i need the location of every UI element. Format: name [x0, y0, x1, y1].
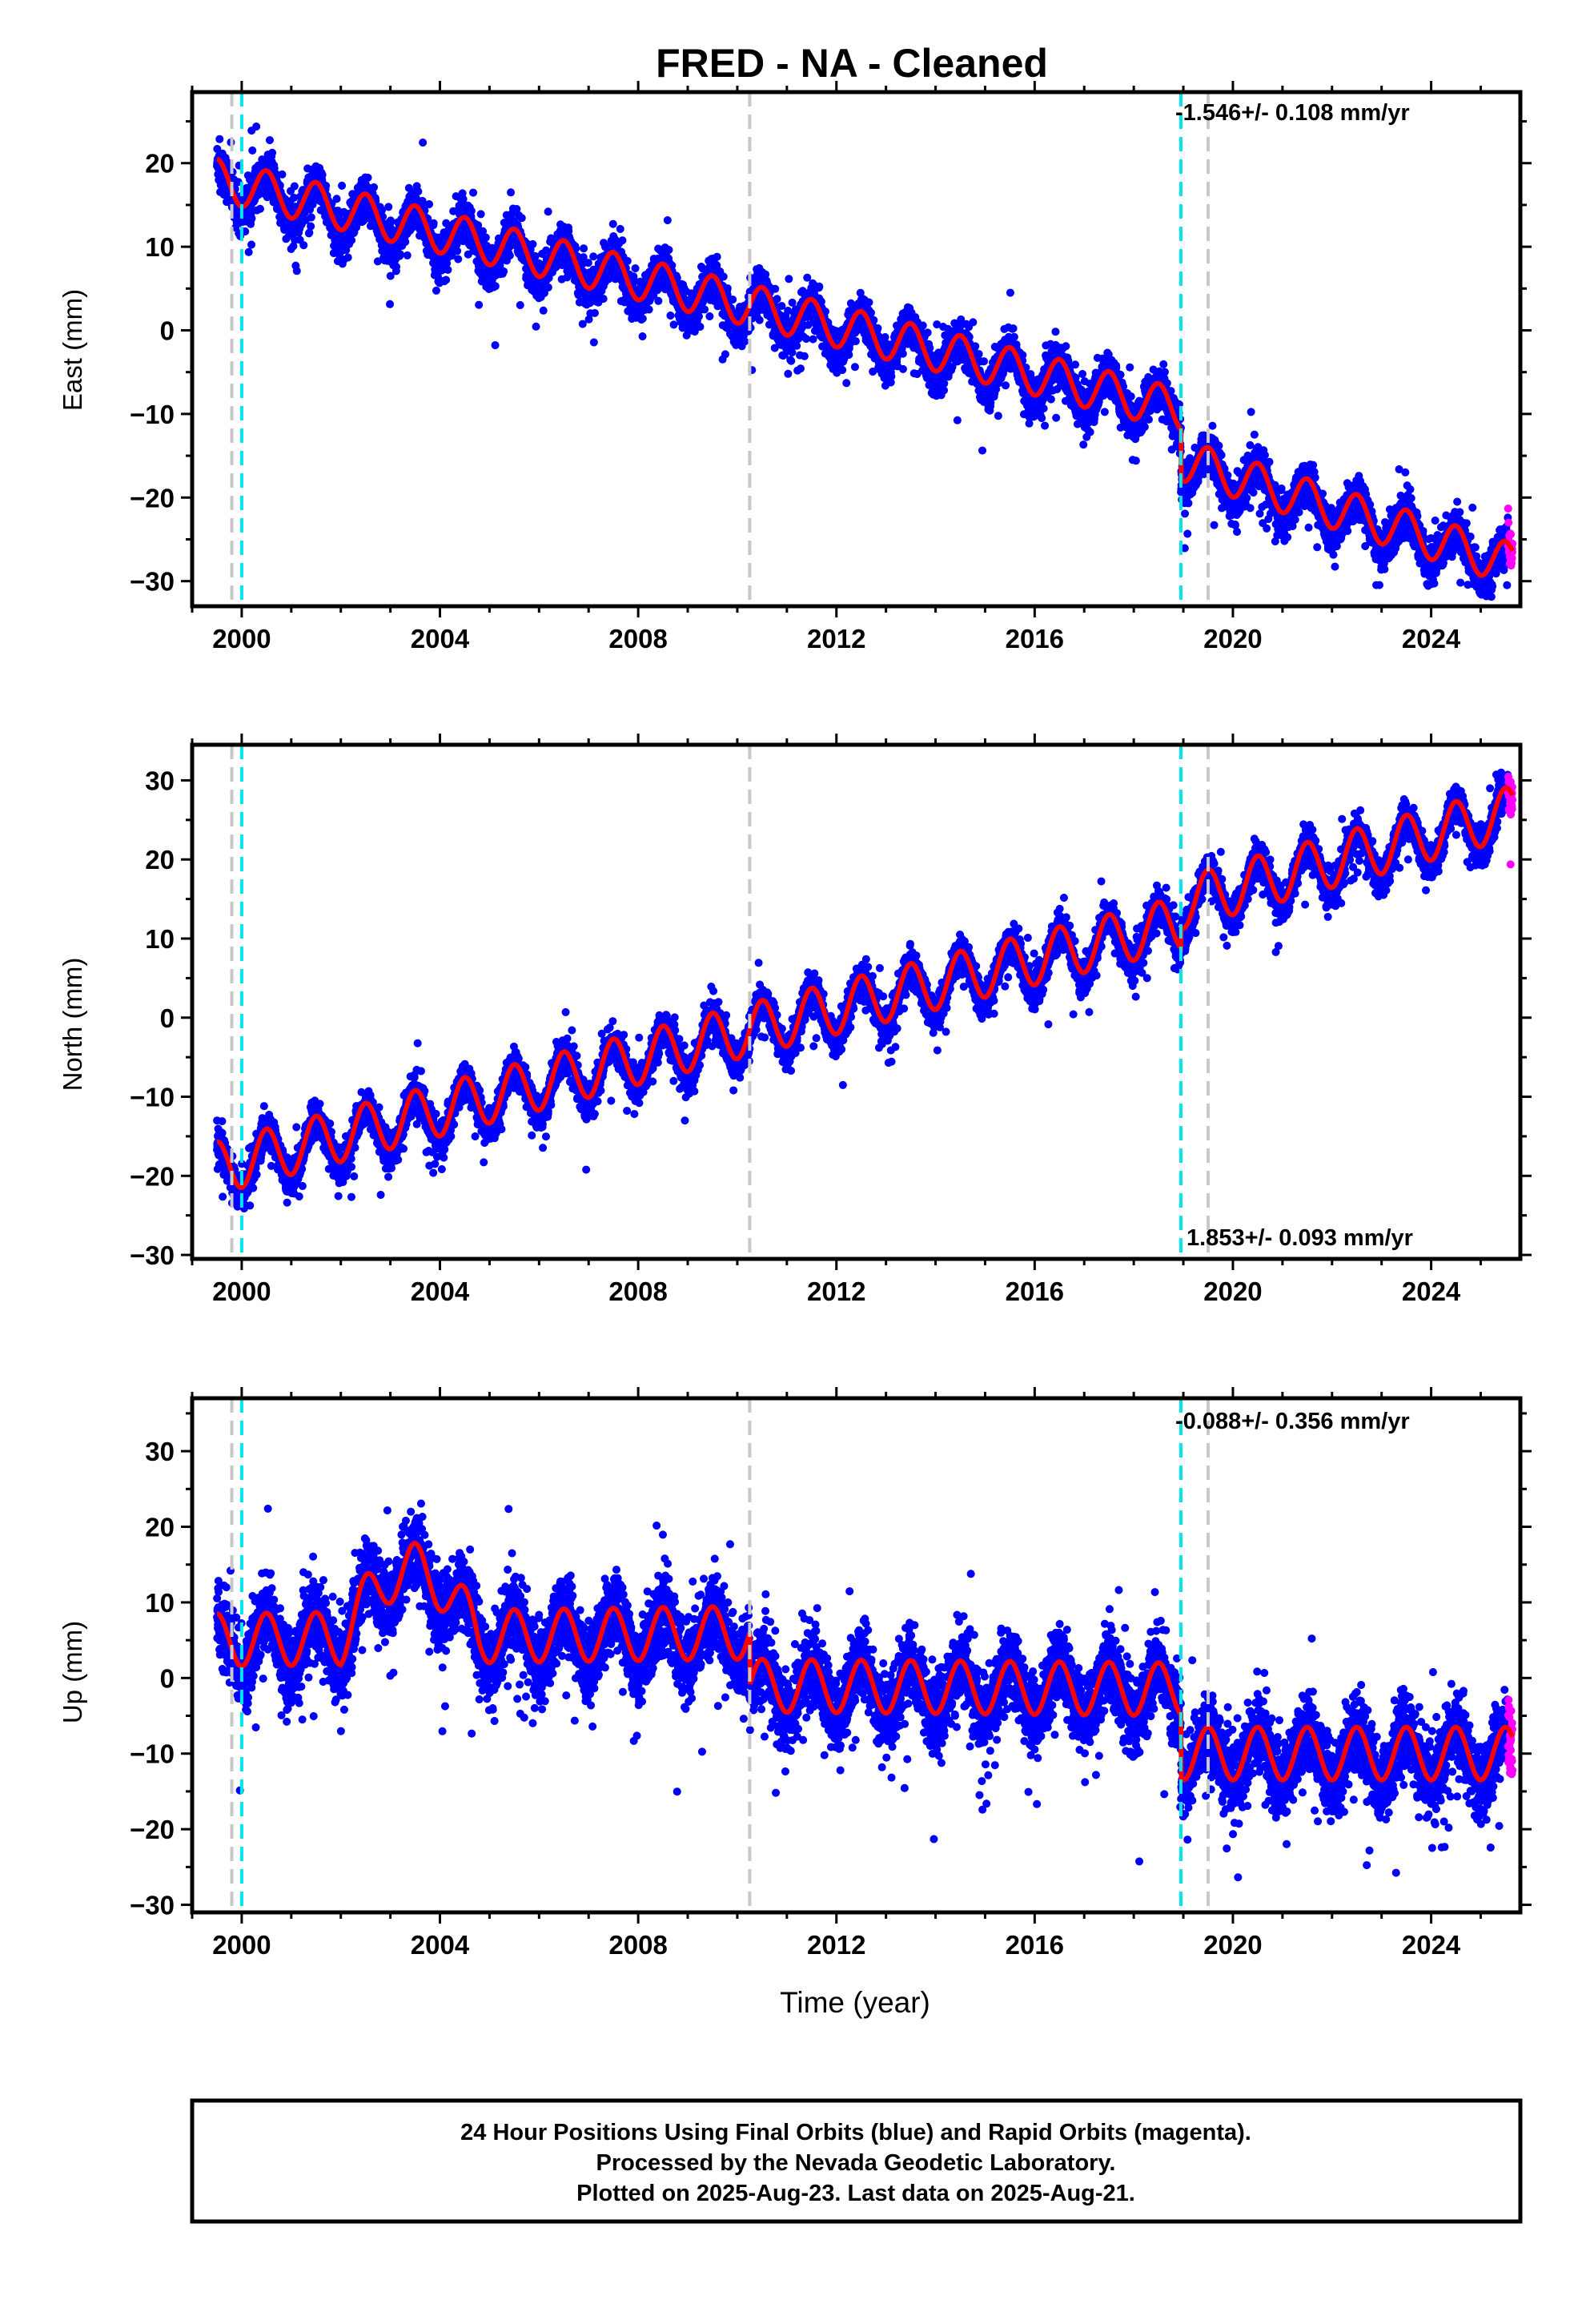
north-y-tick-label: −30 [130, 1240, 175, 1270]
east-x-tick-label: 2024 [1402, 624, 1461, 653]
north-x-tick-label: 2020 [1203, 1277, 1262, 1306]
up-x-tick-label: 2004 [411, 1930, 470, 1960]
east-x-tick-label: 2000 [212, 624, 271, 653]
north-y-tick-label: 10 [145, 924, 175, 954]
north-y-tick-label: 20 [145, 845, 175, 875]
east-panel: 2000 2004 2008 2012 2016 2020 2024 −30 −20 −10 0 10… [58, 81, 1532, 653]
north-x-tick-label: 2024 [1402, 1277, 1461, 1306]
up-y-tick-label: −20 [130, 1815, 175, 1844]
north-rate-label: 1.853+/- 0.093 mm/yr [1186, 1225, 1413, 1251]
figure-title: FRED - NA - Cleaned [656, 41, 1048, 86]
up-y-tick-label: −10 [130, 1739, 175, 1769]
up-x-tick-label: 2008 [608, 1930, 667, 1960]
up-y-tick-label: 30 [145, 1437, 175, 1466]
up-x-tick-label: 2012 [807, 1930, 865, 1960]
up-rate-label: -0.088+/- 0.356 mm/yr [1175, 1409, 1410, 1434]
east-x-tick-label: 2016 [1006, 624, 1064, 653]
x-axis-label: Time (year) [780, 1986, 930, 2019]
east-y-tick-label: −10 [130, 400, 175, 429]
east-y-tick-label: 10 [145, 232, 175, 262]
up-panel: 2000 2004 2008 2012 2016 2020 2024 −30 −20 −10 0 10… [58, 1387, 1532, 1960]
north-frame [190, 742, 1523, 1261]
north-rapid-orbit-points [1504, 772, 1517, 869]
up-x-tick-label: 2016 [1006, 1930, 1064, 1960]
up-y-tick-label: 0 [160, 1663, 175, 1693]
east-rate-label: -1.546+/- 0.108 mm/yr [1175, 100, 1410, 126]
north-x-tick-label: 2004 [411, 1277, 470, 1306]
east-rapid-orbit-points [1504, 505, 1517, 570]
north-y-tick-label: 0 [160, 1003, 175, 1033]
up-plot-area [213, 1398, 1517, 1912]
north-y-axis-label: North (mm) [58, 958, 87, 1092]
north-y-tick-label: −20 [130, 1161, 175, 1191]
footer-line-2: Processed by the Nevada Geodetic Laborat… [596, 2150, 1116, 2176]
up-model-curve [216, 1541, 1515, 1783]
east-y-axis-label: East (mm) [58, 289, 87, 411]
up-final-orbit-points [213, 1499, 1512, 1882]
east-final-orbit-points [213, 123, 1512, 606]
east-y-tick-label: 0 [160, 316, 175, 346]
up-frame [190, 1396, 1523, 1915]
north-x-tick-label: 2000 [212, 1277, 271, 1306]
up-x-tick-label: 2000 [212, 1930, 271, 1960]
east-x-tick-label: 2020 [1203, 624, 1262, 653]
footer-line-1: 24 Hour Positions Using Final Orbits (bl… [460, 2120, 1251, 2145]
north-panel: 2000 2004 2008 2012 2016 2020 2024 −30 −20 −10 0 10… [58, 734, 1532, 1306]
north-plot-area [213, 745, 1517, 1259]
east-frame [190, 90, 1523, 609]
up-y-axis-label: Up (mm) [58, 1621, 87, 1723]
east-y-tick-label: −20 [130, 483, 175, 513]
east-y-tick-label: −30 [130, 567, 175, 597]
east-x-tick-label: 2008 [608, 624, 667, 653]
up-y-tick-label: −30 [130, 1891, 175, 1920]
footer-line-3: Plotted on 2025-Aug-23. Last data on 202… [576, 2181, 1135, 2206]
east-x-tick-label: 2012 [807, 624, 865, 653]
footer-box: 24 Hour Positions Using Final Orbits (bl… [190, 2098, 1523, 2224]
north-x-tick-label: 2008 [608, 1277, 667, 1306]
up-x-tick-label: 2024 [1402, 1930, 1461, 1960]
north-y-tick-label: −10 [130, 1083, 175, 1112]
up-y-tick-label: 10 [145, 1588, 175, 1618]
east-x-tick-label: 2004 [411, 624, 470, 653]
up-x-tick-label: 2020 [1203, 1930, 1262, 1960]
north-x-tick-label: 2016 [1006, 1277, 1064, 1306]
east-plot-area [213, 92, 1517, 606]
north-final-orbit-points [213, 768, 1512, 1212]
north-model-curve [216, 785, 1515, 1191]
north-y-tick-label: 30 [145, 766, 175, 795]
north-x-tick-label: 2012 [807, 1277, 865, 1306]
up-y-tick-label: 20 [145, 1513, 175, 1542]
east-y-tick-label: 20 [145, 149, 175, 179]
east-model-curve [216, 156, 1515, 578]
